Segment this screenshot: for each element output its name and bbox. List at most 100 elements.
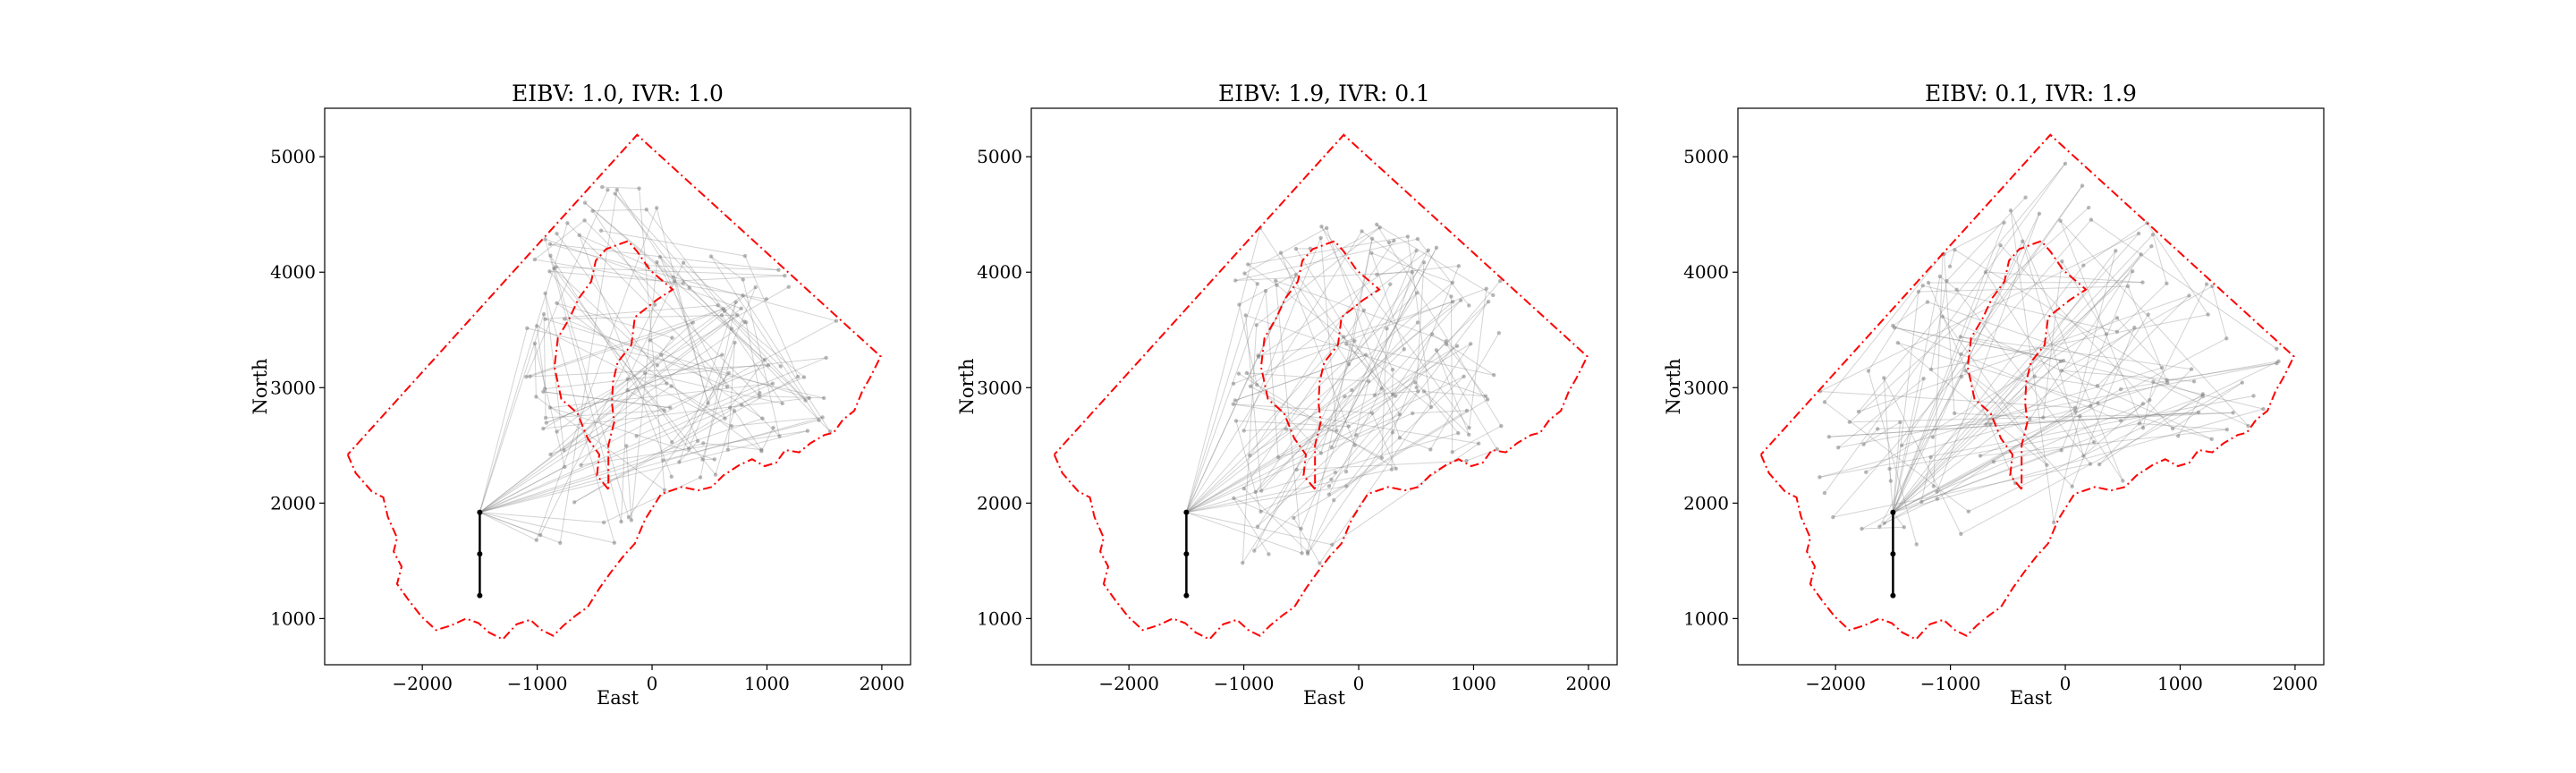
- waypoint-dot: [687, 285, 691, 290]
- explored-segment: [564, 372, 646, 451]
- waypoint-dot: [2012, 480, 2018, 486]
- plot-panel-1: EIBV: 1.0, IVR: 1.0 −2000 −1000 0 1000 2000 10…: [250, 0, 935, 773]
- explored-segment: [1892, 378, 1925, 513]
- x-tick-label: 2000: [1565, 673, 1611, 694]
- explored-segment: [2029, 253, 2142, 420]
- chart-title: EIBV: 1.0, IVR: 1.0: [512, 81, 724, 106]
- waypoint-dot: [2210, 284, 2215, 289]
- explored-segment: [1250, 389, 1352, 456]
- explored-segment: [543, 314, 547, 419]
- explored-segment: [688, 286, 757, 449]
- explored-segment: [745, 322, 760, 394]
- waypoint-dot: [1887, 466, 1892, 471]
- explored-segment: [603, 477, 701, 523]
- waypoint-dot: [1278, 251, 1284, 255]
- outer-boundary: [1053, 133, 1589, 641]
- explored-segment: [1394, 345, 1458, 396]
- waypoint-dot: [1318, 451, 1324, 455]
- explored-segment: [549, 255, 630, 518]
- waypoint-dot: [659, 353, 664, 357]
- explored-segment: [479, 308, 741, 514]
- waypoint-dot: [1402, 347, 1407, 352]
- waypoint-dot: [1454, 344, 1460, 348]
- waypoint-dot: [732, 408, 737, 413]
- waypoint-dot: [1935, 497, 1939, 501]
- explored-segment: [1838, 362, 2277, 448]
- explored-segment: [554, 268, 658, 366]
- path-point: [477, 509, 483, 515]
- explored-segment: [1234, 354, 1367, 402]
- explored-segment: [1837, 378, 1924, 448]
- waypoint-dot: [1299, 526, 1303, 531]
- explored-segment: [1893, 361, 2062, 514]
- waypoint-dot: [1369, 236, 1375, 242]
- explored-segment: [724, 310, 782, 367]
- explored-segment: [2074, 251, 2116, 412]
- explored-segment: [2142, 381, 2154, 429]
- waypoint-dot: [2114, 316, 2120, 320]
- waypoint-dot: [1344, 342, 1349, 346]
- waypoint-dot: [1329, 477, 1334, 482]
- explored-segment: [543, 391, 671, 409]
- explored-segment: [1936, 213, 2040, 492]
- waypoint-dot: [1958, 335, 1963, 339]
- waypoint-dot: [2002, 220, 2006, 225]
- explored-segment: [2116, 317, 2163, 369]
- waypoint-dot: [2176, 434, 2181, 438]
- explored-segment: [1348, 395, 1396, 427]
- explored-waypoints: [479, 184, 839, 545]
- explored-segment: [534, 259, 767, 300]
- waypoint-dot: [2080, 183, 2085, 188]
- waypoint-dot: [1877, 524, 1882, 529]
- explored-segment: [1320, 237, 1337, 431]
- waypoint-dot: [1925, 300, 1930, 304]
- explored-segment: [1965, 370, 2073, 488]
- waypoint-dot: [1484, 286, 1488, 291]
- explored-segment: [2053, 415, 2080, 523]
- explored-segment: [2121, 361, 2279, 390]
- waypoint-dot: [614, 187, 620, 192]
- explored-segment: [731, 416, 823, 427]
- waypoint-dot: [642, 370, 648, 376]
- waypoint-dot: [1241, 486, 1246, 491]
- waypoint-dot: [1410, 269, 1415, 275]
- waypoint-dot: [805, 429, 810, 433]
- waypoint-dot: [535, 324, 539, 328]
- waypoint-dot: [670, 440, 674, 445]
- waypoint-dot: [572, 500, 577, 505]
- explored-segment: [2089, 314, 2149, 407]
- waypoint-dot: [2148, 397, 2152, 403]
- waypoint-dot: [1486, 299, 1491, 304]
- explored-segment: [556, 233, 667, 384]
- waypoint-dot: [1483, 394, 1488, 399]
- waypoint-dot: [2008, 208, 2013, 213]
- explored-segment: [1374, 300, 1462, 396]
- explored-segment: [1416, 262, 1425, 388]
- waypoint-dot: [1263, 288, 1268, 293]
- waypoint-dot: [2275, 346, 2279, 352]
- waypoint-dot: [1931, 484, 1936, 488]
- waypoint-dot: [1444, 342, 1449, 347]
- explored-segment: [1255, 261, 1425, 493]
- waypoint-dot: [1926, 280, 1931, 285]
- explored-segment: [656, 208, 709, 403]
- explored-segment: [580, 337, 673, 466]
- explored-segment: [479, 430, 809, 514]
- explored-segment: [1961, 185, 2083, 355]
- waypoint-dot: [1413, 380, 1418, 385]
- waypoint-dot: [2159, 365, 2165, 370]
- explored-segment: [1889, 422, 2140, 470]
- explored-segment: [1374, 271, 1413, 395]
- explored-segment: [479, 418, 763, 514]
- explored-segment: [1407, 236, 1432, 408]
- explored-segment: [659, 256, 726, 419]
- waypoint-dot: [2251, 394, 2256, 398]
- waypoint-dot: [1344, 484, 1349, 488]
- explored-segment: [549, 243, 779, 271]
- explored-segment: [545, 238, 741, 310]
- explored-segment: [2116, 283, 2167, 333]
- waypoint-dot: [1428, 447, 1433, 452]
- explored-segment: [1296, 460, 1467, 471]
- explored-segment: [1277, 434, 1357, 458]
- explored-segment: [1423, 390, 1487, 397]
